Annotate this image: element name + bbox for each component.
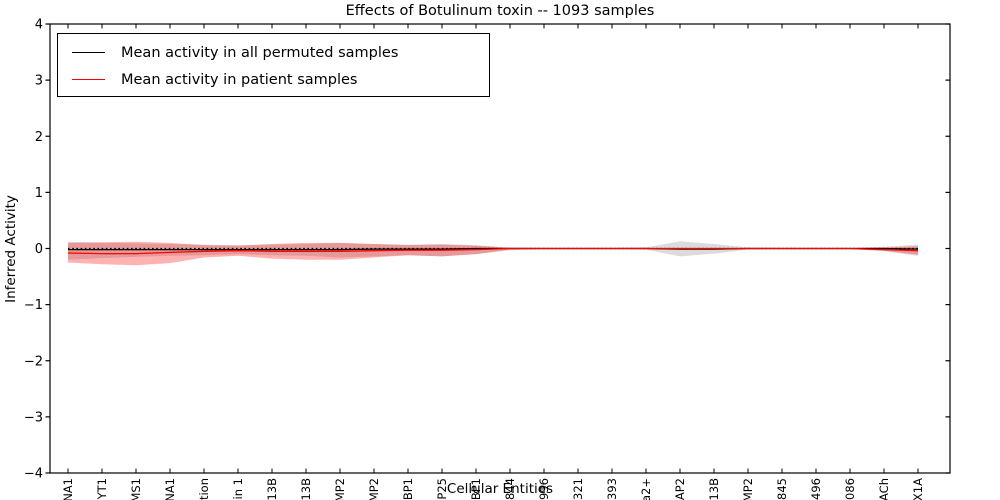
x-tick-label: STX1A/SNAP25/VAMP2 [367, 478, 381, 500]
x-tick-label: SYT1 [95, 478, 109, 500]
y-tick-label: −3 [24, 410, 43, 425]
x-tick-label: RAB3GAP2/RIMS1/UNC13B [299, 478, 313, 500]
legend-item-patient: Mean activity in patient samples [58, 66, 489, 93]
x-tick-label: UniProt:Q60393 [605, 478, 619, 500]
x-tick-label: SNAP25 [435, 478, 449, 500]
permuted-line-swatch [72, 52, 105, 53]
x-tick-label: UniProt:P10844 [503, 478, 517, 500]
y-tick-label: −2 [24, 354, 43, 369]
x-tick-label: RAB3GAP2 [673, 478, 687, 500]
x-axis-label: Cellular Entities [446, 481, 554, 497]
permuted-band [68, 241, 918, 260]
x-tick-label: STXBP1 [469, 478, 483, 500]
y-tick-label: 1 [35, 186, 43, 201]
x-tick-label: STX1A [911, 478, 925, 500]
x-tick-label: UniProt:P30996 [537, 478, 551, 500]
patient-band [68, 241, 918, 266]
patient-mean-line [67, 247, 919, 255]
x-tick-label: mol:Ca2+ [639, 478, 653, 500]
legend: Mean activity in all permuted samples Me… [57, 33, 490, 97]
legend-item-permuted: Mean activity in all permuted samples [58, 39, 489, 66]
x-tick-label: CST086 [843, 478, 857, 500]
x-tick-label: RIMS1 [129, 478, 143, 500]
x-tick-label: ACh/CHRNA1 [163, 478, 177, 500]
x-tick-label: UNC13B [707, 478, 721, 500]
x-tick-label: STX1A/SNAP25 fragment 1/VAMP2 [333, 478, 347, 500]
y-tick-label: 3 [35, 74, 43, 89]
y-axis-label: Inferred Activity [3, 195, 19, 303]
x-tick-label: UniProt:Q00496 [809, 478, 823, 500]
chart-title: Effects of Botulinum toxin -- 1093 sampl… [345, 3, 655, 19]
y-tick-label: 0 [35, 242, 43, 257]
y-tick-label: 4 [35, 18, 43, 33]
x-tick-label: STXIA/STXBP1 [401, 478, 415, 500]
x-tick-label: RIMS1/UNC13B [265, 478, 279, 500]
patient-line-swatch [72, 79, 105, 80]
x-tick-label: ACh/Synaptotagmin 1 [231, 478, 245, 500]
x-tick-label: muscle contraction [197, 478, 211, 500]
y-tick-label: −1 [24, 298, 43, 313]
x-tick-label: UniProt:P19321 [571, 478, 585, 500]
legend-label: Mean activity in patient samples [121, 71, 358, 88]
y-tick-label: 2 [35, 130, 43, 145]
x-tick-label: CHRNA1 [61, 478, 75, 500]
legend-label: Mean activity in all permuted samples [121, 44, 399, 61]
y-tick-label: −4 [24, 467, 43, 482]
x-tick-label: UniProt:P10845 [775, 478, 789, 500]
x-tick-label: mol:ACh [877, 478, 891, 500]
x-tick-label: VAMP2 [741, 478, 755, 500]
